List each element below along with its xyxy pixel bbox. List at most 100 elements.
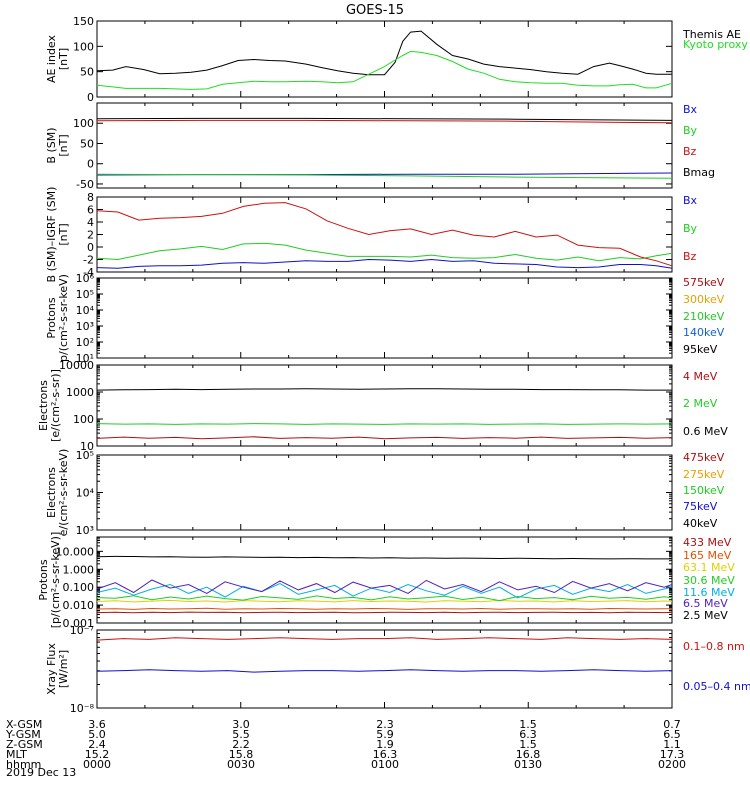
ephemeris-value: 2.4: [88, 738, 106, 751]
series-line-0-05-0-4-nm: [96, 669, 673, 673]
legend-entry: 2.5 MeV: [683, 609, 728, 622]
ephemeris-value: 2.2: [232, 738, 250, 751]
series-line-2-5-mev: [96, 555, 672, 560]
legend-entry: Bx: [683, 194, 698, 207]
y-tick-label: 1000: [66, 386, 94, 399]
y-tick-label: 4: [87, 216, 94, 229]
y-tick-label: -2: [83, 254, 94, 267]
panel-frame: [96, 196, 673, 273]
series-line-30-6-mev: [96, 595, 673, 602]
y-tick-label: 50: [80, 137, 94, 150]
legend-entry: 150keV: [683, 484, 725, 497]
ephemeris-value: 0000: [83, 758, 111, 771]
ephemeris-value: 15.8: [229, 748, 254, 761]
series-line-by: [96, 242, 673, 262]
y-axis-label: e/(cm²-s-sr-keV): [57, 449, 70, 537]
series-line-4-mev: [96, 436, 673, 440]
series-line-by: [96, 173, 673, 179]
ephemeris-value: 5.9: [376, 728, 394, 741]
y-axis-label: AE index: [45, 34, 58, 83]
y-tick-label: 8: [87, 191, 94, 204]
y-tick-label: 2: [87, 229, 94, 242]
legend-entry: 165 MeV: [683, 549, 732, 562]
panel-4: 10¹ 10² 10³ 10⁴ 10⁵ 10⁶ Protons p/(cm²-s-sr-keV…: [45, 272, 725, 365]
series-line-themis-ae: [96, 30, 672, 76]
legend-entry: 275keV: [683, 468, 725, 481]
y-axis-label: B (SM)–IGRF (SM): [45, 187, 58, 283]
ephemeris-value: 6.5: [663, 728, 681, 741]
ephemeris-value: 0030: [227, 758, 255, 771]
ephemeris-value: 5.5: [232, 728, 250, 741]
ephemeris-value: 16.8: [516, 748, 541, 761]
ephemeris-value: 1.5: [519, 738, 537, 751]
y-tick-label: 0.100: [63, 581, 95, 594]
y-tick-label: 10⁴: [76, 304, 95, 317]
y-tick-label: 0.010: [63, 599, 95, 612]
ephemeris-value: 0.7: [663, 718, 681, 731]
y-axis-label: Xray Flux: [45, 643, 58, 695]
y-tick-label: 10³: [76, 524, 94, 537]
y-tick-label: 100: [73, 40, 94, 53]
series-line-433-mev: [96, 611, 673, 614]
panel-2: -50 0 50 100 B (SM) [nT] Bx By Bz Bmag: [45, 102, 715, 191]
ephemeris-row-label: Z-GSM: [6, 738, 43, 751]
legend-entry: Bz: [683, 250, 697, 263]
ephemeris-value: 2.3: [376, 718, 394, 731]
ephemeris-row-label: hhmm: [6, 758, 41, 771]
legend-entry: 30.6 MeV: [683, 574, 735, 587]
y-axis-label: [W/m²]: [57, 650, 70, 688]
ephemeris-row-label: MLT: [6, 748, 27, 761]
y-axis-label: [nT]: [57, 134, 70, 156]
y-axis-label: Protons: [37, 559, 50, 600]
y-tick-label: 10: [80, 440, 94, 453]
legend-entry: Themis AE: [682, 28, 741, 41]
series-line-bz: [96, 202, 673, 267]
series-line-0-6-mev: [96, 388, 672, 391]
legend-entry: 575keV: [683, 276, 725, 289]
y-tick-label: 10¹: [76, 352, 94, 365]
legend-entry: 0.1–0.8 nm: [683, 640, 745, 653]
legend-entry: Bx: [683, 103, 698, 116]
y-tick-label: 0: [87, 241, 94, 254]
y-tick-label: 10³: [76, 320, 94, 333]
legend-entry: 75keV: [683, 500, 718, 513]
ephemeris-value: 0200: [658, 758, 686, 771]
series-line-165-mev: [96, 607, 673, 610]
legend-entry: 40keV: [683, 517, 718, 530]
y-tick-label: 10⁵: [76, 288, 94, 301]
ephemeris-value: 1.9: [376, 738, 394, 751]
y-tick-label: 6: [87, 204, 94, 217]
legend-entry: By: [683, 222, 698, 235]
legend-entry: 95keV: [683, 343, 718, 356]
ephemeris-value: 0130: [514, 758, 542, 771]
y-tick-label: 1.000: [63, 563, 95, 576]
legend-entry: 0.6 MeV: [683, 425, 728, 438]
panel-8: 10⁻⁸ 10⁻⁷ Xray Flux [W/m²] 0.1–0.8 nm 0.05–0.…: [45, 624, 750, 715]
y-tick-label: 10⁴: [76, 487, 95, 500]
y-tick-label: 10000: [59, 359, 94, 372]
series-line-6-5-mev: [96, 579, 673, 594]
legend-entry: Bmag: [683, 166, 715, 179]
y-tick-label: 0: [87, 158, 94, 171]
plot-title: GOES-15: [346, 3, 404, 18]
series-line-11-6-mev: [96, 583, 673, 599]
series-line-2-mev: [96, 423, 673, 425]
ephemeris-value: 16.3: [373, 748, 398, 761]
y-axis-label: [e/(cm²-s-sr)]: [49, 369, 62, 442]
y-tick-label: 0.001: [63, 617, 95, 630]
y-axis-label: p/(cm²-s-sr-keV): [57, 274, 70, 362]
legend-entry: Bz: [683, 145, 697, 158]
ephemeris-row-label: X-GSM: [6, 718, 42, 731]
panel-7: 0.001 0.010 0.100 1.000 10.000 Protons [p/(cm²…: [37, 532, 735, 630]
y-tick-label: 50: [80, 66, 94, 79]
legend-entry: 140keV: [683, 326, 725, 339]
y-tick-label: 10.000: [56, 545, 95, 558]
legend-entry: Kyoto proxy AE: [683, 38, 750, 51]
ephemeris-value: 15.2: [85, 748, 110, 761]
legend-entry: 0.05–0.4 nm: [683, 680, 750, 693]
y-axis-label: B (SM): [45, 127, 58, 163]
y-axis-label: Electrons: [37, 380, 50, 431]
y-axis-label: [nT]: [57, 223, 70, 245]
